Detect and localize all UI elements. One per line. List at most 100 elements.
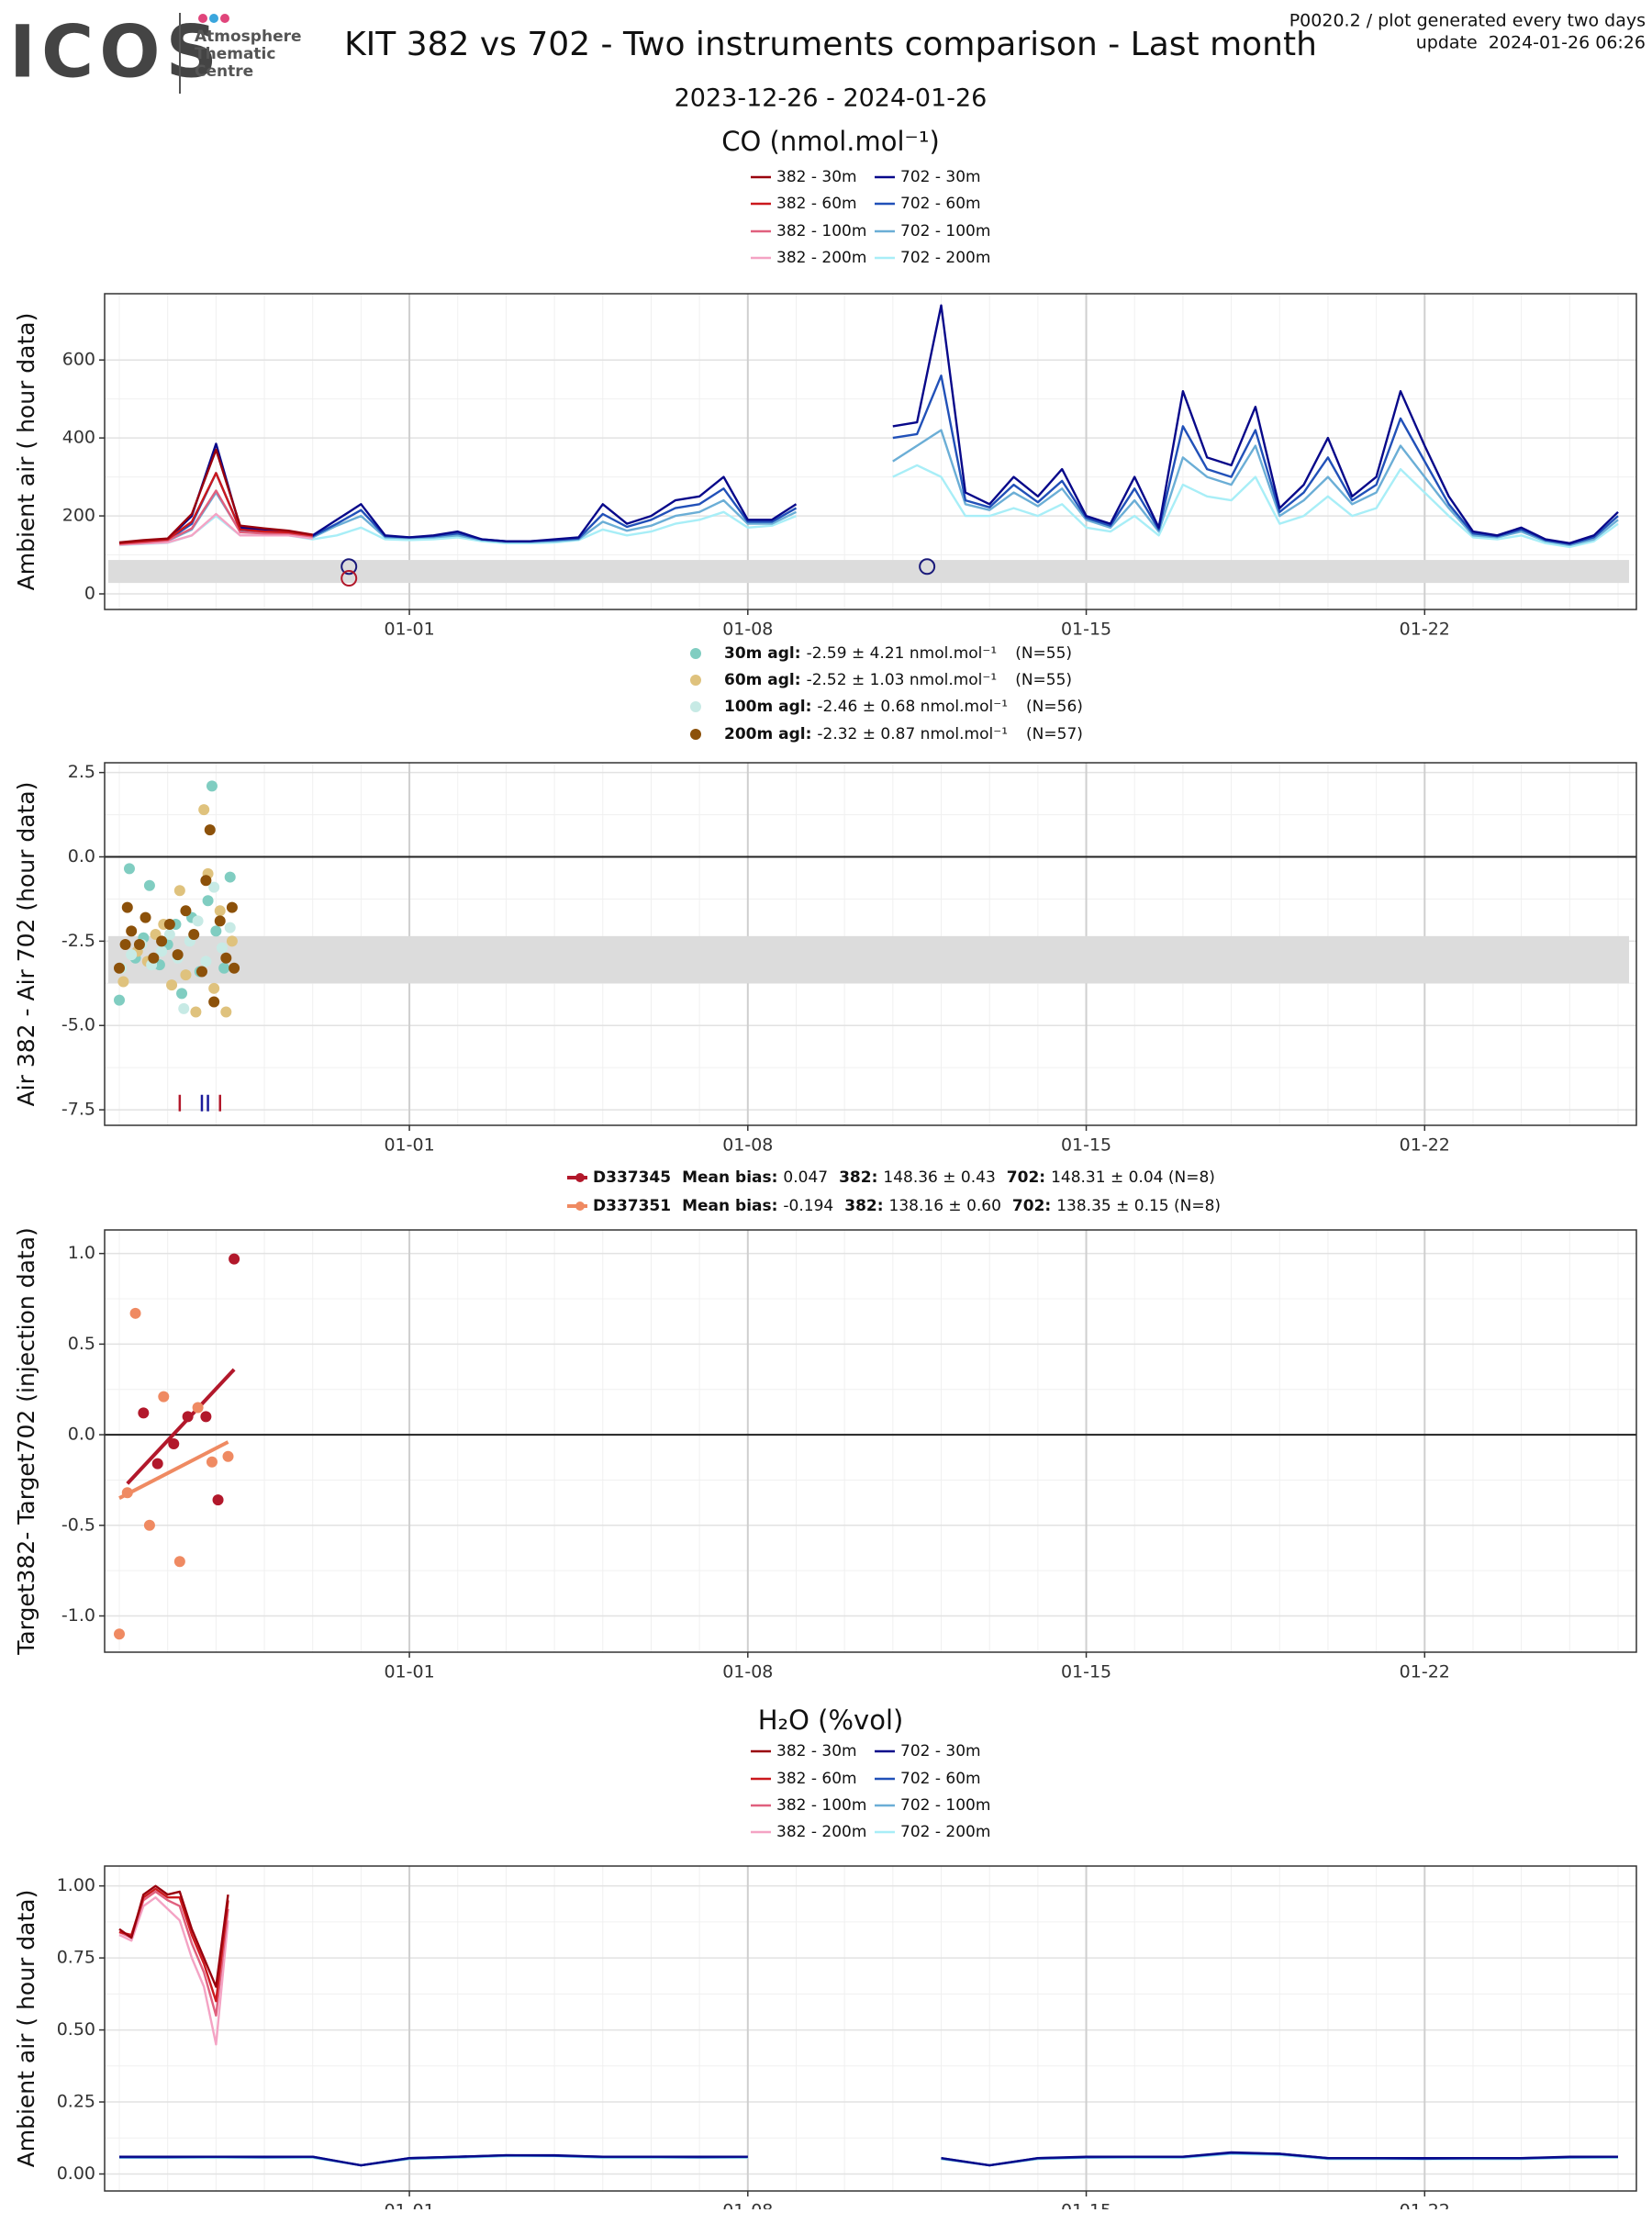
logo: ICOS [9,11,223,94]
y-tick-label: -7.5 [61,1100,95,1120]
data-point [222,1450,234,1462]
y-tick-label: -0.5 [61,1514,95,1535]
data-point [214,915,226,927]
legend-text: 0.047 [783,1168,828,1187]
data-point [176,988,188,1000]
data-point [229,962,240,974]
series-line [119,2151,1618,2167]
tolerance-band [108,560,1629,584]
data-point [119,939,131,951]
legend-label: 382 - 100m [776,1796,866,1815]
panel-title: CO (nmol.mol⁻¹) [721,126,940,157]
legend-text: Mean bias: [682,1168,777,1187]
legend-name: D337345 [593,1168,671,1187]
legend-label: 200m agl: -2.32 ± 0.87 nmol.mol⁻¹ (N=57) [724,725,1083,743]
trend-line [118,1440,229,1500]
data-point [214,905,226,917]
data-point [212,1494,224,1506]
legend-text: 138.16 ± 0.60 [889,1197,1001,1215]
data-point [158,1391,170,1403]
legend-text: -2.46 ± 0.68 nmol.mol⁻¹ [817,698,1008,716]
plot-background [105,294,1636,609]
x-tick-label: 01-22 [1400,2201,1450,2210]
trend-line [126,1368,236,1485]
y-axis-title: Air 382 - Air 702 (hour data) [13,782,39,1107]
target-marker [340,570,358,587]
legend-text: 702: [1012,1197,1051,1215]
legend-name: 200m agl: [724,725,811,743]
legend-label: 382 - 60m [776,1770,857,1788]
y-tick-label: -1.0 [61,1605,95,1626]
data-point [208,996,220,1008]
panel: 0 200 400 600 01-01 01-08 01-15 01-22 Ambient ai… [13,126,1637,640]
data-point [195,966,207,978]
data-point [173,1556,185,1568]
data-point [206,780,218,792]
logo-text: Thematic [195,45,275,63]
legend-name: 30m agl: [724,644,801,663]
tolerance-band [108,935,1629,984]
data-point [114,962,125,974]
y-tick-label: 0.50 [57,2019,95,2040]
legend-label: D337351 Mean bias: -0.194 382: 138.16 ± 0.60… [593,1197,1221,1215]
y-tick-label: 600 [62,350,95,370]
panel: 1.00 0.75 0.50 0.25 0.00 01-01 01-08 01-15 01-22… [13,1704,1637,2213]
series-line [118,1896,229,2046]
panel: 1.0 0.5 0.0 -0.5 -1.0 01-01 01-08 01-15 01-22 Tar… [13,1168,1637,1682]
note: P0020.2 / plot generated every two days [1289,11,1646,31]
legend-swatch [575,1202,585,1211]
data-point [226,935,238,947]
legend-label: 702 - 100m [900,222,990,240]
legend-label: 382 - 200m [776,249,866,267]
legend-text: -2.32 ± 0.87 nmol.mol⁻¹ [817,725,1008,743]
x-tick-label: 01-08 [722,1135,773,1156]
legend-label: 382 - 60m [776,195,857,213]
legend-label: 382 - 100m [776,222,866,240]
data-point [117,976,129,988]
legend-label: 382 - 200m [776,1823,866,1841]
series-line [118,512,313,546]
data-point [192,915,204,927]
page-subtitle: 2023-12-26 - 2024-01-26 [675,84,988,113]
y-tick-label: -5.0 [61,1015,95,1035]
page-title: KIT 382 vs 702 - Two instruments compari… [344,26,1317,63]
data-point [123,863,135,875]
legend-swatch [575,1173,585,1182]
y-axis-title: Ambient air ( hour data) [13,1890,39,2168]
data-point [126,925,138,937]
data-point [200,875,212,887]
legend-text: Mean bias: [682,1197,777,1215]
data-point [208,982,220,994]
x-tick-label: 01-08 [722,2201,773,2210]
x-tick-label: 01-01 [384,1135,434,1156]
legend-label: 702 - 100m [900,1796,990,1815]
legend-text: 148.36 ± 0.43 [883,1168,995,1187]
plot-border [104,293,1637,610]
legend-swatch [690,729,701,740]
y-tick-label: 1.00 [57,1875,95,1895]
data-point [220,1006,232,1018]
data-point [156,935,168,947]
y-tick-label: 400 [62,428,95,448]
update: update 2024-01-26 06:26 [1416,33,1646,53]
logo-dot [209,14,218,23]
x-tick-label: 01-22 [1400,620,1450,640]
data-point [190,1006,202,1018]
data-point [216,942,228,954]
logo-dot [198,14,207,23]
data-point [163,929,175,941]
data-point [148,952,160,964]
legend-label: 382 - 30m [776,168,857,186]
legend-swatch [690,701,701,712]
legend-swatch [690,648,701,659]
x-tick-label: 01-01 [384,620,434,640]
data-point [114,1628,125,1640]
legend-name: 60m agl: [724,671,801,689]
data-point [166,979,178,991]
data-point [178,1002,190,1014]
data-point [180,905,192,917]
legend-text: 148.31 ± 0.04 (N=8) [1051,1168,1215,1187]
y-tick-label: 0.0 [68,846,95,866]
data-point [138,1407,150,1419]
